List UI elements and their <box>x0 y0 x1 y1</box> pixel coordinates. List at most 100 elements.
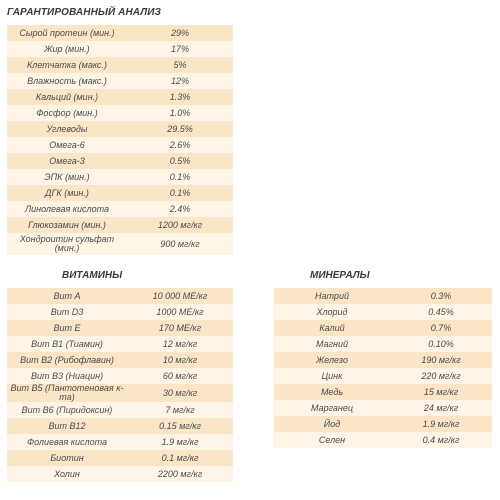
row-value: 29% <box>127 25 233 41</box>
row-name: Хондроитин сульфат (мин.) <box>7 233 127 255</box>
row-name: ЭПК (мин.) <box>7 169 127 185</box>
row-value: 0.15 мг/кг <box>127 418 233 434</box>
table-row: Фолиевая кислота 1.9 мг/кг <box>7 434 233 450</box>
minerals-table: Натрий 0.3% Хлорид 0.45% Калий 0.7% Магний 0.10… <box>274 288 492 448</box>
row-name: Вит Е <box>7 320 127 336</box>
table-row: Хлорид 0.45% <box>274 304 492 320</box>
row-value: 10 мг/кг <box>127 352 233 368</box>
table-row: Сырой протеин (мин.) 29% <box>7 25 233 41</box>
table-row: Хондроитин сульфат (мин.) 900 мг/кг <box>7 233 233 255</box>
table-row: Вит В6 (Пиридоксин) 7 мг/кг <box>7 402 233 418</box>
row-name: Вит В5 (Пантотеновая к-та) <box>7 384 127 402</box>
table-row: Цинк 220 мг/кг <box>274 368 492 384</box>
row-name: Йод <box>274 416 390 432</box>
row-name: Сырой протеин (мин.) <box>7 25 127 41</box>
table-row: Йод 1.9 мг/кг <box>274 416 492 432</box>
table-row: Кальций (мин.) 1.3% <box>7 89 233 105</box>
row-value: 190 мг/кг <box>390 352 492 368</box>
row-name: Омега-3 <box>7 153 127 169</box>
row-name: Вит В12 <box>7 418 127 434</box>
row-name: Натрий <box>274 288 390 304</box>
table-row: Линолевая кислота 2.4% <box>7 201 233 217</box>
table-row: Омега-6 2.6% <box>7 137 233 153</box>
row-name: Кальций (мин.) <box>7 89 127 105</box>
row-name: Железо <box>274 352 390 368</box>
minerals-title: МИНЕРАЛЫ <box>310 270 370 281</box>
page-title: ГАРАНТИРОВАННЫЙ АНАЛИЗ <box>7 7 162 18</box>
row-value: 1.0% <box>127 105 233 121</box>
row-name: Вит В1 (Тиамин) <box>7 336 127 352</box>
row-name: Жир (мин.) <box>7 41 127 57</box>
table-row: Вит D3 1000 МЕ/кг <box>7 304 233 320</box>
table-row: Вит А 10 000 МЕ/кг <box>7 288 233 304</box>
row-name: Омега-6 <box>7 137 127 153</box>
row-value: 2.6% <box>127 137 233 153</box>
table-row: Клетчатка (макс.) 5% <box>7 57 233 73</box>
row-value: 0.5% <box>127 153 233 169</box>
table-row: Вит Е 170 МЕ/кг <box>7 320 233 336</box>
row-value: 5% <box>127 57 233 73</box>
row-value: 30 мг/кг <box>127 384 233 402</box>
table-row: Селен 0.4 мг/кг <box>274 432 492 448</box>
row-value: 60 мг/кг <box>127 368 233 384</box>
row-value: 15 мг/кг <box>390 384 492 400</box>
table-row: Медь 15 мг/кг <box>274 384 492 400</box>
table-row: ДГК (мин.) 0.1% <box>7 185 233 201</box>
table-row: Натрий 0.3% <box>274 288 492 304</box>
row-value: 29.5% <box>127 121 233 137</box>
row-value: 0.4 мг/кг <box>390 432 492 448</box>
row-name: Холин <box>7 466 127 482</box>
row-value: 0.7% <box>390 320 492 336</box>
row-value: 1.9 мг/кг <box>127 434 233 450</box>
row-value: 1200 мг/кг <box>127 217 233 233</box>
row-name: Клетчатка (макс.) <box>7 57 127 73</box>
table-row: Глюкозамин (мин.) 1200 мг/кг <box>7 217 233 233</box>
row-name: Вит D3 <box>7 304 127 320</box>
row-value: 1.3% <box>127 89 233 105</box>
row-name: Вит В2 (Рибофлавин) <box>7 352 127 368</box>
row-name: Цинк <box>274 368 390 384</box>
table-row: Вит В1 (Тиамин) 12 мг/кг <box>7 336 233 352</box>
row-value: 170 МЕ/кг <box>127 320 233 336</box>
row-name: Вит В6 (Пиридоксин) <box>7 402 127 418</box>
row-value: 0.1 мг/кг <box>127 450 233 466</box>
row-name: Селен <box>274 432 390 448</box>
vitamins-table: Вит А 10 000 МЕ/кг Вит D3 1000 МЕ/кг Вит Е 17… <box>7 288 233 482</box>
row-value: 7 мг/кг <box>127 402 233 418</box>
table-row: Железо 190 мг/кг <box>274 352 492 368</box>
row-value: 900 мг/кг <box>127 233 233 255</box>
row-value: 17% <box>127 41 233 57</box>
row-name: Влажность (макс.) <box>7 73 127 89</box>
row-value: 0.10% <box>390 336 492 352</box>
table-row: Вит В5 (Пантотеновая к-та) 30 мг/кг <box>7 384 233 402</box>
table-row: Калий 0.7% <box>274 320 492 336</box>
row-value: 0.45% <box>390 304 492 320</box>
row-value: 0.1% <box>127 169 233 185</box>
analysis-table: Сырой протеин (мин.) 29% Жир (мин.) 17% Клет… <box>7 25 233 255</box>
table-row: Углеводы 29.5% <box>7 121 233 137</box>
row-name: Вит А <box>7 288 127 304</box>
row-value: 0.1% <box>127 185 233 201</box>
table-row: Марганец 24 мг/кг <box>274 400 492 416</box>
row-name: Углеводы <box>7 121 127 137</box>
row-value: 12 мг/кг <box>127 336 233 352</box>
row-name: Биотин <box>7 450 127 466</box>
table-row: ЭПК (мин.) 0.1% <box>7 169 233 185</box>
row-value: 2200 мг/кг <box>127 466 233 482</box>
row-value: 12% <box>127 73 233 89</box>
row-value: 1000 МЕ/кг <box>127 304 233 320</box>
row-value: 10 000 МЕ/кг <box>127 288 233 304</box>
table-row: Влажность (макс.) 12% <box>7 73 233 89</box>
row-name: Медь <box>274 384 390 400</box>
row-value: 1.9 мг/кг <box>390 416 492 432</box>
row-value: 220 мг/кг <box>390 368 492 384</box>
vitamins-title: ВИТАМИНЫ <box>62 270 123 281</box>
table-row: Вит В12 0.15 мг/кг <box>7 418 233 434</box>
row-name: Линолевая кислота <box>7 201 127 217</box>
row-value: 2.4% <box>127 201 233 217</box>
row-name: Фосфор (мин.) <box>7 105 127 121</box>
row-name: Магний <box>274 336 390 352</box>
row-name: Вит В3 (Ниацин) <box>7 368 127 384</box>
row-name: Калий <box>274 320 390 336</box>
row-name: Глюкозамин (мин.) <box>7 217 127 233</box>
